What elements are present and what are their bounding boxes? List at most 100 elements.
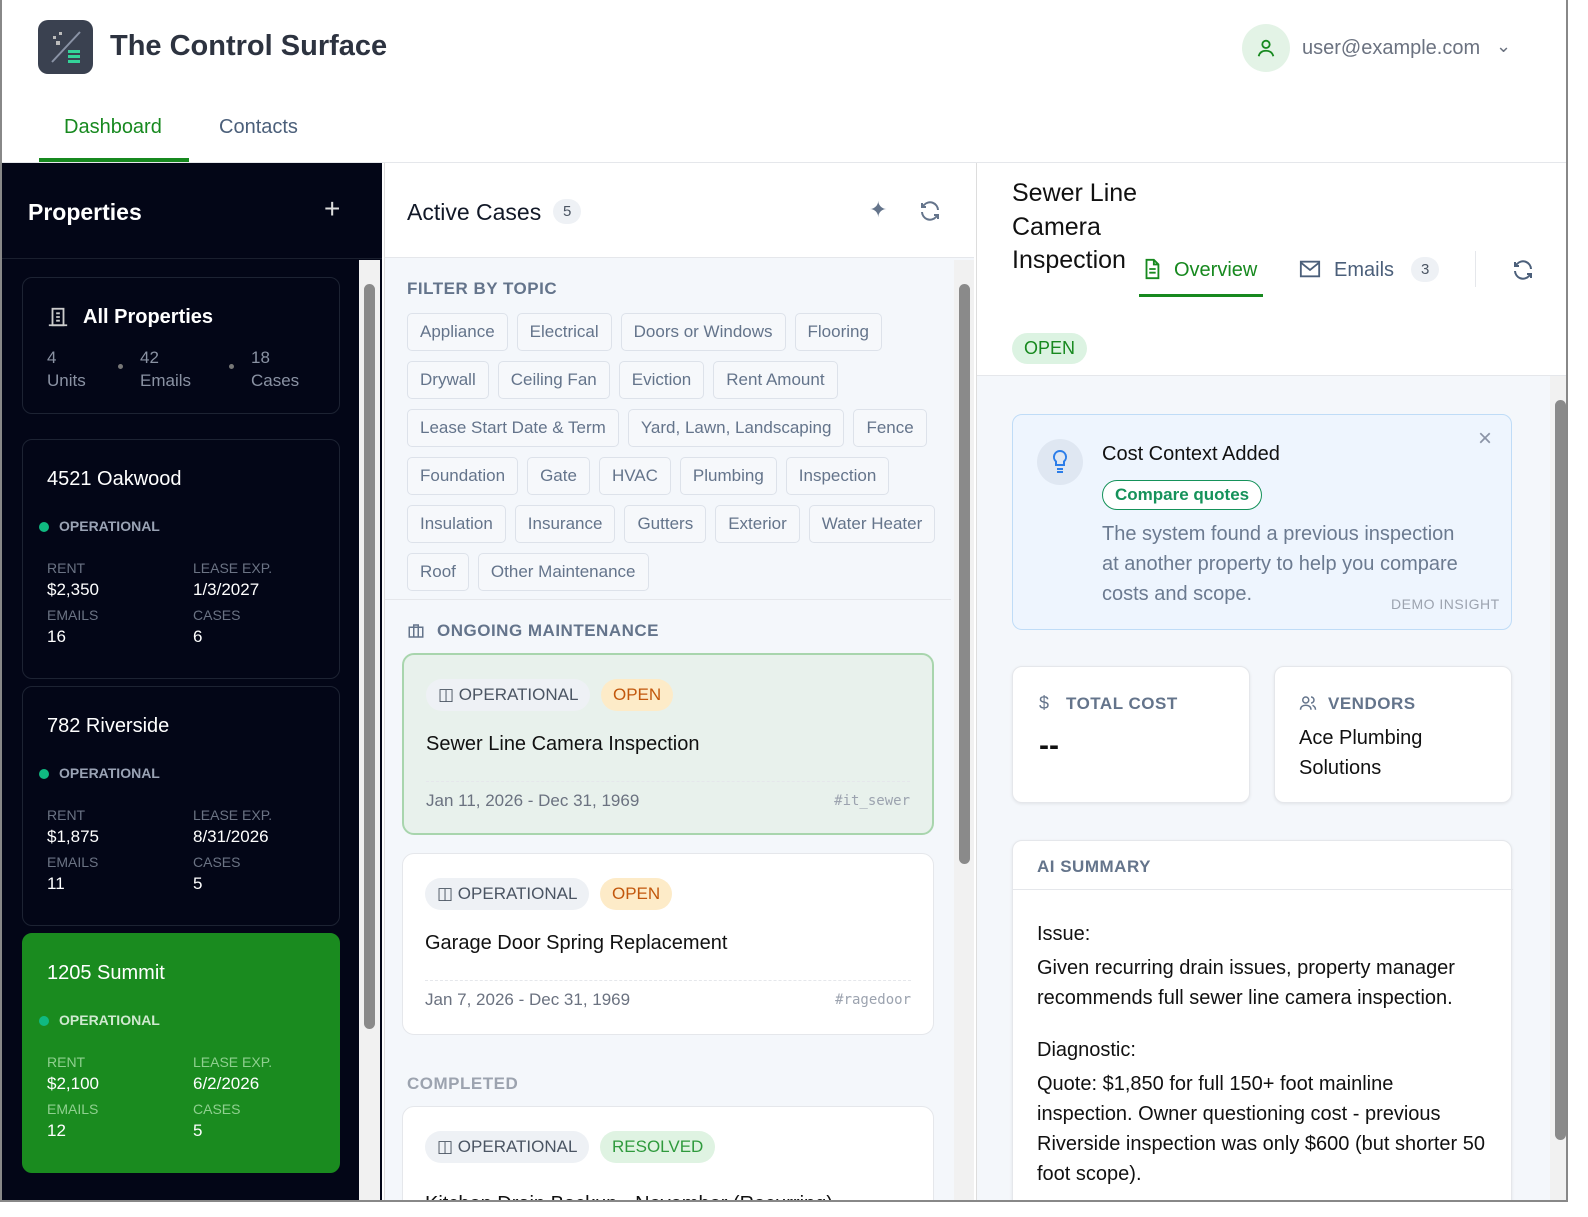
chevron-down-icon[interactable]: ⌄ xyxy=(1496,36,1512,56)
active-cases-panel: Active Cases 5 ✦ FILTER BY TOPIC Applian… xyxy=(384,163,974,1200)
topic-chip[interactable]: Insulation xyxy=(407,505,506,543)
refresh-icon[interactable] xyxy=(918,199,942,223)
refresh-icon[interactable] xyxy=(1511,258,1535,282)
emails-value: 12 xyxy=(47,1121,66,1140)
property-card[interactable]: 1205 Summit OPERATIONAL RENT $2,100 LEAS… xyxy=(22,933,340,1173)
topic-chip[interactable]: Exterior xyxy=(715,505,800,543)
case-dates: Jan 11, 2026 - Dec 31, 1969 xyxy=(426,791,640,810)
active-tab-indicator xyxy=(39,158,189,162)
demo-insight-tag: DEMO INSIGHT xyxy=(1391,596,1500,612)
emails-label: EMAILS xyxy=(47,1101,99,1117)
cases-scrollbar[interactable] xyxy=(954,260,974,1200)
case-card[interactable]: ◫ OPERATIONAL OPEN Sewer Line Camera Ins… xyxy=(402,653,934,835)
divider xyxy=(425,980,911,981)
topic-chip[interactable]: Roof xyxy=(407,553,469,591)
sidebar-scrollbar[interactable] xyxy=(359,260,380,1200)
rent-value: $2,350 xyxy=(47,580,99,599)
topic-chip[interactable]: Electrical xyxy=(516,313,612,351)
case-card[interactable]: ◫ OPERATIONAL RESOLVED Kitchen Drain Bac… xyxy=(402,1106,934,1200)
topic-chip[interactable]: Water Heater xyxy=(808,505,936,543)
topic-chip[interactable]: Eviction xyxy=(618,361,705,399)
scrollbar-thumb[interactable] xyxy=(1555,400,1566,1140)
properties-sidebar: Properties + All Properties 4 Units 42 Ema… xyxy=(2,163,382,1200)
rent-value: $1,875 xyxy=(47,827,99,846)
detail-scrollbar[interactable] xyxy=(1550,376,1566,1200)
cases-label: Cases xyxy=(251,371,300,390)
rent-value: $2,100 xyxy=(47,1074,99,1093)
status-badge: OPEN xyxy=(601,679,674,711)
total-cost-label: TOTAL COST xyxy=(1066,694,1178,713)
total-cost-card: $ TOTAL COST -- xyxy=(1012,666,1250,803)
separator-dot xyxy=(229,364,234,369)
ongoing-label: ONGOING MAINTENANCE xyxy=(437,621,659,640)
status-badge: OPEN xyxy=(1012,333,1088,364)
topic-chip[interactable]: Flooring xyxy=(794,313,882,351)
topic-chip[interactable]: Yard, Lawn, Landscaping xyxy=(627,409,845,447)
document-icon xyxy=(1145,258,1160,280)
topic-chip[interactable]: Insurance xyxy=(514,505,616,543)
user-email[interactable]: user@example.com xyxy=(1302,37,1481,59)
total-cost-value: -- xyxy=(1039,729,1059,762)
insight-text: The system found a previous inspection a… xyxy=(1102,523,1458,605)
status-dot xyxy=(39,769,49,779)
topic-chip[interactable]: Doors or Windows xyxy=(620,313,786,351)
case-tag: #it_sewer xyxy=(834,793,910,809)
topic-chip[interactable]: Ceiling Fan xyxy=(497,361,610,399)
topic-chip[interactable]: Fence xyxy=(853,409,927,447)
topic-chip[interactable]: Other Maintenance xyxy=(477,553,649,591)
app-logo xyxy=(38,20,93,74)
insight-card: Cost Context Added × Compare quotes The … xyxy=(1012,414,1512,630)
rent-label: RENT xyxy=(47,560,86,576)
cases-value: 5 xyxy=(193,1121,203,1140)
emails-value: 11 xyxy=(47,874,65,893)
topic-chip[interactable]: Drywall xyxy=(407,361,489,399)
category-badge: ◫ OPERATIONAL xyxy=(426,679,591,711)
cases-value: 5 xyxy=(193,874,203,893)
vendor-name[interactable]: Ace Plumbing Solutions xyxy=(1299,727,1423,779)
property-card[interactable]: 782 Riverside OPERATIONAL RENT $1,875 LE… xyxy=(22,686,340,926)
status-dot xyxy=(39,522,49,532)
scrollbar-thumb[interactable] xyxy=(959,284,970,864)
divider xyxy=(2,258,382,259)
property-card[interactable]: 4521 Oakwood OPERATIONAL RENT $2,350 LEA… xyxy=(22,439,340,679)
close-icon[interactable]: × xyxy=(1478,425,1493,452)
case-dates: Jan 7, 2026 - Dec 31, 1969 xyxy=(425,990,631,1009)
tab-overview[interactable]: Overview xyxy=(1174,259,1258,281)
issue-label: Issue: xyxy=(1037,923,1091,945)
properties-title: Properties xyxy=(28,199,142,225)
topic-chip[interactable]: Rent Amount xyxy=(713,361,838,399)
tab-dashboard[interactable]: Dashboard xyxy=(64,116,162,138)
tab-contacts[interactable]: Contacts xyxy=(219,116,298,138)
vendors-label: VENDORS xyxy=(1328,694,1416,713)
status-badge: OPERATIONAL xyxy=(39,518,160,534)
topic-chip[interactable]: Gate xyxy=(527,457,590,495)
lease-value: 6/2/2026 xyxy=(193,1074,260,1093)
all-properties-card[interactable]: All Properties 4 Units 42 Emails 18 Cases xyxy=(22,277,340,414)
sparkles-icon[interactable]: ✦ xyxy=(869,197,888,222)
topic-chip[interactable]: Inspection xyxy=(785,457,890,495)
topic-chip[interactable]: Appliance xyxy=(407,313,508,351)
tab-emails[interactable]: Emails xyxy=(1334,259,1395,281)
topic-chip[interactable]: Lease Start Date & Term xyxy=(407,409,619,447)
dollar-icon: $ xyxy=(1039,693,1050,713)
user-avatar[interactable] xyxy=(1242,24,1290,72)
scrollbar-thumb[interactable] xyxy=(364,284,375,1029)
compare-quotes-button[interactable]: Compare quotes xyxy=(1102,480,1263,510)
emails-label: EMAILS xyxy=(47,854,99,870)
building-icon xyxy=(48,307,68,327)
case-card[interactable]: ◫ OPERATIONAL OPEN Garage Door Spring Re… xyxy=(402,853,934,1035)
rent-label: RENT xyxy=(47,1054,86,1070)
add-property-button[interactable]: + xyxy=(324,193,341,224)
topic-chip[interactable]: Plumbing xyxy=(679,457,777,495)
emails-count-badge: 3 xyxy=(1411,257,1440,282)
topic-chip[interactable]: HVAC xyxy=(598,457,671,495)
topic-chip[interactable]: Foundation xyxy=(407,457,519,495)
status-badge: RESOLVED xyxy=(600,1131,716,1163)
briefcase-icon xyxy=(408,624,424,638)
case-title: Garage Door Spring Replacement xyxy=(425,932,728,954)
status-badge: OPEN xyxy=(600,878,673,910)
ai-summary-label: AI SUMMARY xyxy=(1037,857,1151,876)
detail-body: Cost Context Added × Compare quotes The … xyxy=(977,375,1566,1200)
insight-title: Cost Context Added xyxy=(1102,443,1280,465)
topic-chip[interactable]: Gutters xyxy=(624,505,707,543)
